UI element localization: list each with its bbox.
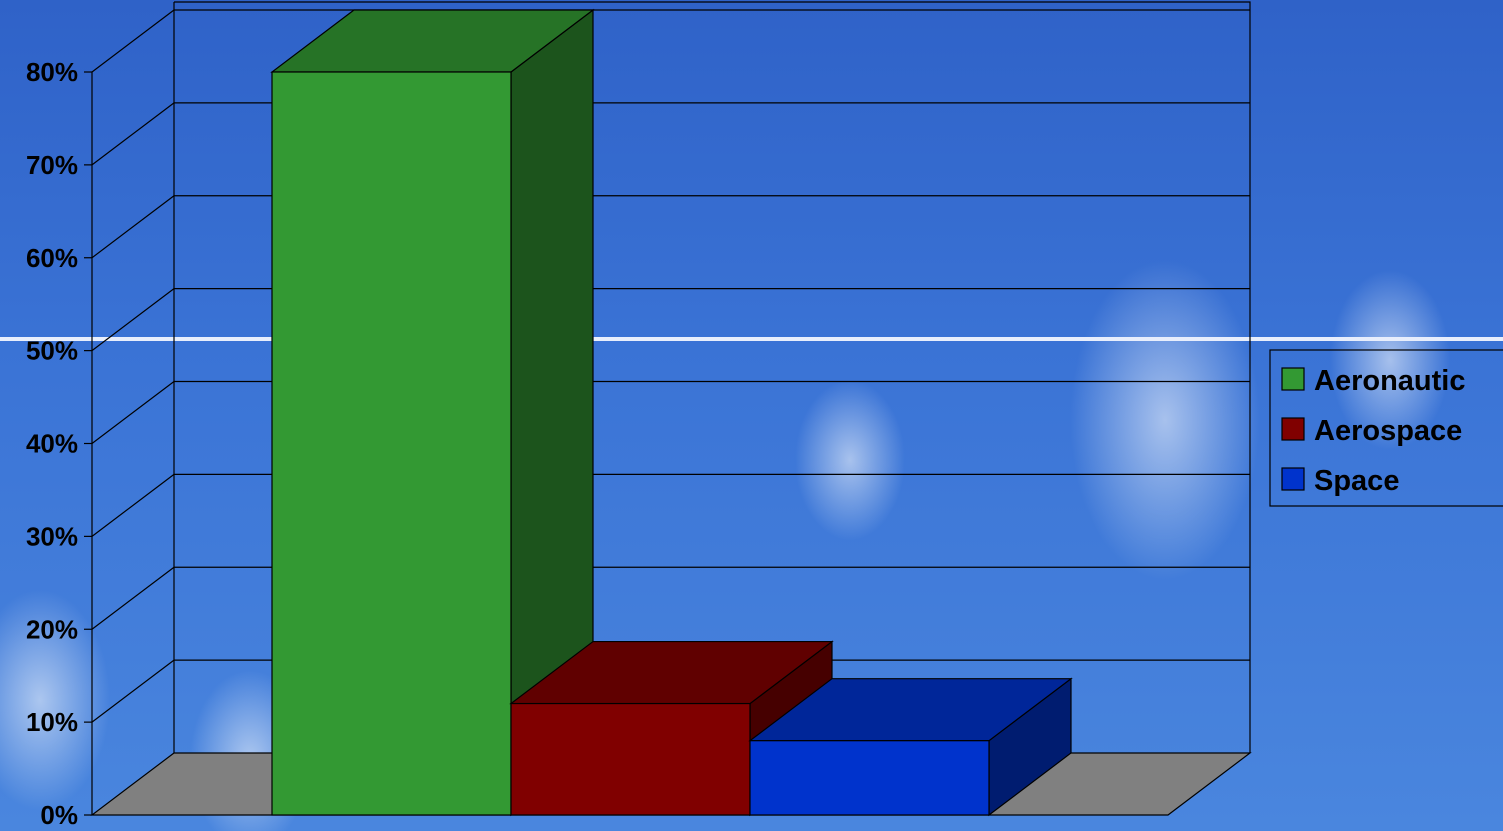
bar-front-face [749,740,990,816]
chart-legend: Aeronautic Aerospace Space [1269,349,1503,507]
side-wall-gridline [91,381,175,444]
bar-aeronautic [270,8,595,817]
legend-swatch [1281,467,1305,491]
legend-item: Space [1281,465,1399,497]
y-tick-label: 0% [40,800,78,830]
side-wall-gridline [91,566,175,630]
bar-space [748,677,1073,817]
back-wall-outline [174,1,1251,753]
y-tick-label: 40% [26,429,78,459]
legend-label: Space [1314,465,1399,497]
y-axis: 0% 10% 20% 30% 40% 50% 60% 70% 80% [26,57,92,830]
legend-label: Aerospace [1314,415,1462,447]
y-tick-label: 60% [26,243,78,273]
side-wall-gridline [91,659,175,723]
y-tick-label: 10% [26,707,78,737]
bar-front-face [271,71,512,816]
side-wall-gridline [91,9,175,73]
side-wall-gridline [91,288,175,352]
side-wall-gridline [91,473,175,537]
legend-swatch [1281,417,1305,441]
chart-bars [270,8,1073,817]
y-tick-label: 30% [26,521,78,551]
legend-label: Aeronautic [1314,365,1465,397]
y-tick-label: 50% [26,336,78,366]
legend-item: Aeronautic [1281,365,1465,397]
legend-swatch [1281,367,1305,391]
y-tick-label: 80% [26,57,78,87]
y-tick-label: 20% [26,614,78,644]
side-wall-gridline [91,102,175,166]
y-tick-label: 70% [26,150,78,180]
bar-front-face [510,702,751,816]
side-wall-gridline [91,195,175,259]
legend-box [1269,349,1503,507]
legend-item: Aerospace [1281,415,1462,447]
